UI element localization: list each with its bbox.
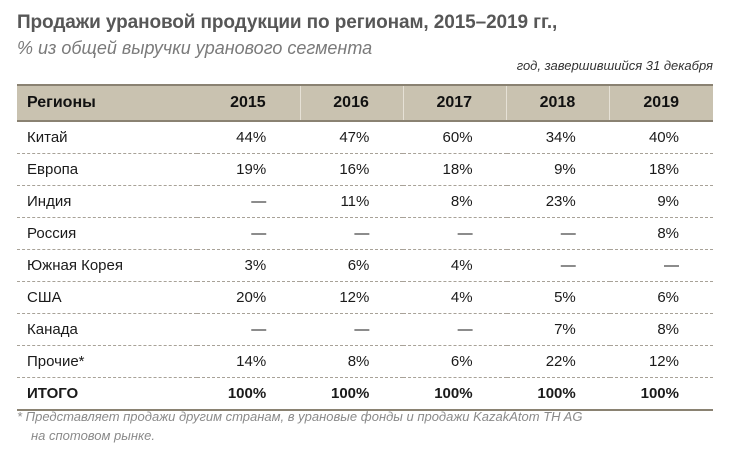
total-row: ИТОГО 100% 100% 100% 100% 100% — [17, 377, 713, 411]
cell-value: — — [197, 185, 301, 218]
footnote-line-2: на спотовом рынке. — [31, 428, 155, 443]
table-row: Китай 44% 47% 60% 34% 40% — [17, 121, 713, 154]
row-region: Россия — [17, 217, 197, 250]
row-region: США — [17, 281, 197, 314]
period-note: год, завершившийся 31 декабря — [516, 58, 713, 73]
total-label: ИТОГО — [17, 377, 197, 411]
cell-value: — — [300, 313, 404, 346]
total-value: 100% — [300, 377, 404, 411]
cell-value: 40% — [609, 121, 713, 154]
cell-value: 47% — [300, 121, 404, 154]
cell-value: 11% — [300, 185, 404, 218]
sales-by-region-table: Регионы 2015 2016 2017 2018 2019 Китай 4… — [17, 84, 713, 411]
cell-value: 18% — [609, 153, 713, 186]
cell-value: — — [403, 217, 507, 250]
table-subtitle: % из общей выручки уранового сегмента — [17, 38, 373, 58]
footnote-line-1: * Представляет продажи другим странам, в… — [17, 409, 583, 424]
cell-value: — — [197, 313, 301, 346]
cell-value: 34% — [506, 121, 610, 154]
row-region: Китай — [17, 121, 197, 154]
row-region: Прочие* — [17, 345, 197, 378]
footnote: * Представляет продажи другим странам, в… — [17, 407, 707, 445]
cell-value: 9% — [609, 185, 713, 218]
cell-value: — — [506, 217, 610, 250]
header-2015: 2015 — [197, 84, 301, 122]
cell-value: 18% — [403, 153, 507, 186]
cell-value: 9% — [506, 153, 610, 186]
cell-value: — — [300, 217, 404, 250]
total-value: 100% — [609, 377, 713, 411]
header-2016: 2016 — [299, 84, 404, 122]
total-value: 100% — [506, 377, 610, 411]
table-row: Европа 19% 16% 18% 9% 18% — [17, 153, 713, 186]
cell-value: 22% — [506, 345, 610, 378]
cell-value: 8% — [609, 217, 713, 250]
table-row: Индия — 11% 8% 23% 9% — [17, 185, 713, 218]
table-row: Россия — — — — 8% — [17, 217, 713, 250]
cell-value: 8% — [609, 313, 713, 346]
cell-value: 19% — [197, 153, 301, 186]
header-2017: 2017 — [402, 84, 507, 122]
cell-value: 6% — [403, 345, 507, 378]
cell-value: 14% — [197, 345, 301, 378]
cell-value: — — [403, 313, 507, 346]
cell-value: 44% — [197, 121, 301, 154]
row-region: Южная Корея — [17, 249, 197, 282]
table-row: Южная Корея 3% 6% 4% — — — [17, 249, 713, 282]
table-row: Канада — — — 7% 8% — [17, 313, 713, 346]
cell-value: 20% — [197, 281, 301, 314]
cell-value: 23% — [506, 185, 610, 218]
row-region: Европа — [17, 153, 197, 186]
cell-value: — — [197, 217, 301, 250]
cell-value: — — [609, 249, 713, 282]
cell-value: 6% — [300, 249, 404, 282]
header-regions: Регионы — [17, 84, 197, 122]
row-region: Канада — [17, 313, 197, 346]
header-2018: 2018 — [506, 84, 610, 122]
header-2019: 2019 — [609, 84, 713, 122]
cell-value: 8% — [403, 185, 507, 218]
cell-value: 12% — [300, 281, 404, 314]
cell-value: 12% — [609, 345, 713, 378]
cell-value: 4% — [403, 249, 507, 282]
cell-value: 60% — [403, 121, 507, 154]
cell-value: 8% — [300, 345, 404, 378]
table-row: США 20% 12% 4% 5% 6% — [17, 281, 713, 314]
cell-value: 5% — [506, 281, 610, 314]
cell-value: 16% — [300, 153, 404, 186]
total-value: 100% — [197, 377, 301, 411]
total-value: 100% — [403, 377, 507, 411]
cell-value: 7% — [506, 313, 610, 346]
cell-value: 3% — [197, 249, 301, 282]
cell-value: 4% — [403, 281, 507, 314]
cell-value: — — [506, 249, 610, 282]
table-title: Продажи урановой продукции по регионам, … — [17, 12, 558, 33]
table-header-row: Регионы 2015 2016 2017 2018 2019 — [17, 84, 713, 122]
table-row: Прочие* 14% 8% 6% 22% 12% — [17, 345, 713, 378]
row-region: Индия — [17, 185, 197, 218]
cell-value: 6% — [609, 281, 713, 314]
